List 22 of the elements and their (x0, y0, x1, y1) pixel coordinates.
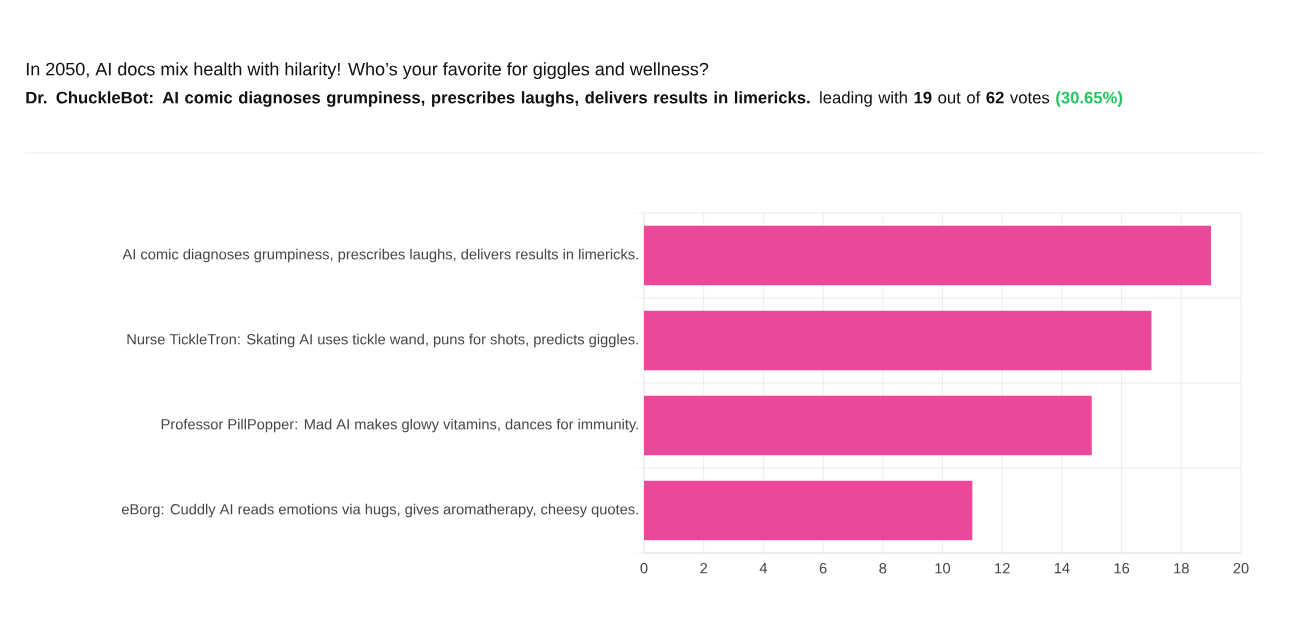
x-tick-label: 18 (1174, 563, 1189, 574)
x-tick-label: 12 (995, 563, 1010, 574)
x-tick-label: 16 (1114, 563, 1130, 574)
x-tick-label: 14 (1054, 563, 1070, 574)
y-tick-label: Professor PillPopper: Mad AI makes glowy vitamins, dances for immunity. (161, 418, 638, 433)
y-tick-label: Nurse TickleTron: Skating AI uses tickle wand, puns for shots, predicts giggles. (127, 333, 638, 348)
x-tick-label: 20 (1233, 563, 1249, 574)
bar (644, 480, 973, 541)
y-tick-label: AI comic diagnoses grumpiness, prescribes laughs, delivers results in limericks. (122, 248, 638, 263)
text: (30.65%) (1056, 91, 1123, 107)
bar (644, 395, 1092, 456)
x-tick-label: 6 (819, 563, 827, 574)
x-tick-label: 8 (879, 563, 887, 574)
chart-subtitle: Dr. ChuckleBot: AI comic diagnoses grumpiness, prescribes laughs, delivers results in limericks. leading with 19 out of 62 votes (26, 91, 1050, 107)
bar (644, 225, 1212, 286)
x-tick-label: 2 (700, 563, 708, 574)
x-tick-label: 0 (640, 563, 648, 574)
y-tick-label: eBorg: Cuddly AI reads emotions via hugs, gives aromatherapy, cheesy quotes. (121, 503, 638, 518)
x-tick-label: 10 (935, 563, 951, 574)
x-tick-label: 4 (759, 563, 768, 574)
text: In 2050, AI docs mix health with hilarity! Who’s your favorite for giggles and wellness? (26, 62, 709, 80)
bar (644, 310, 1152, 371)
